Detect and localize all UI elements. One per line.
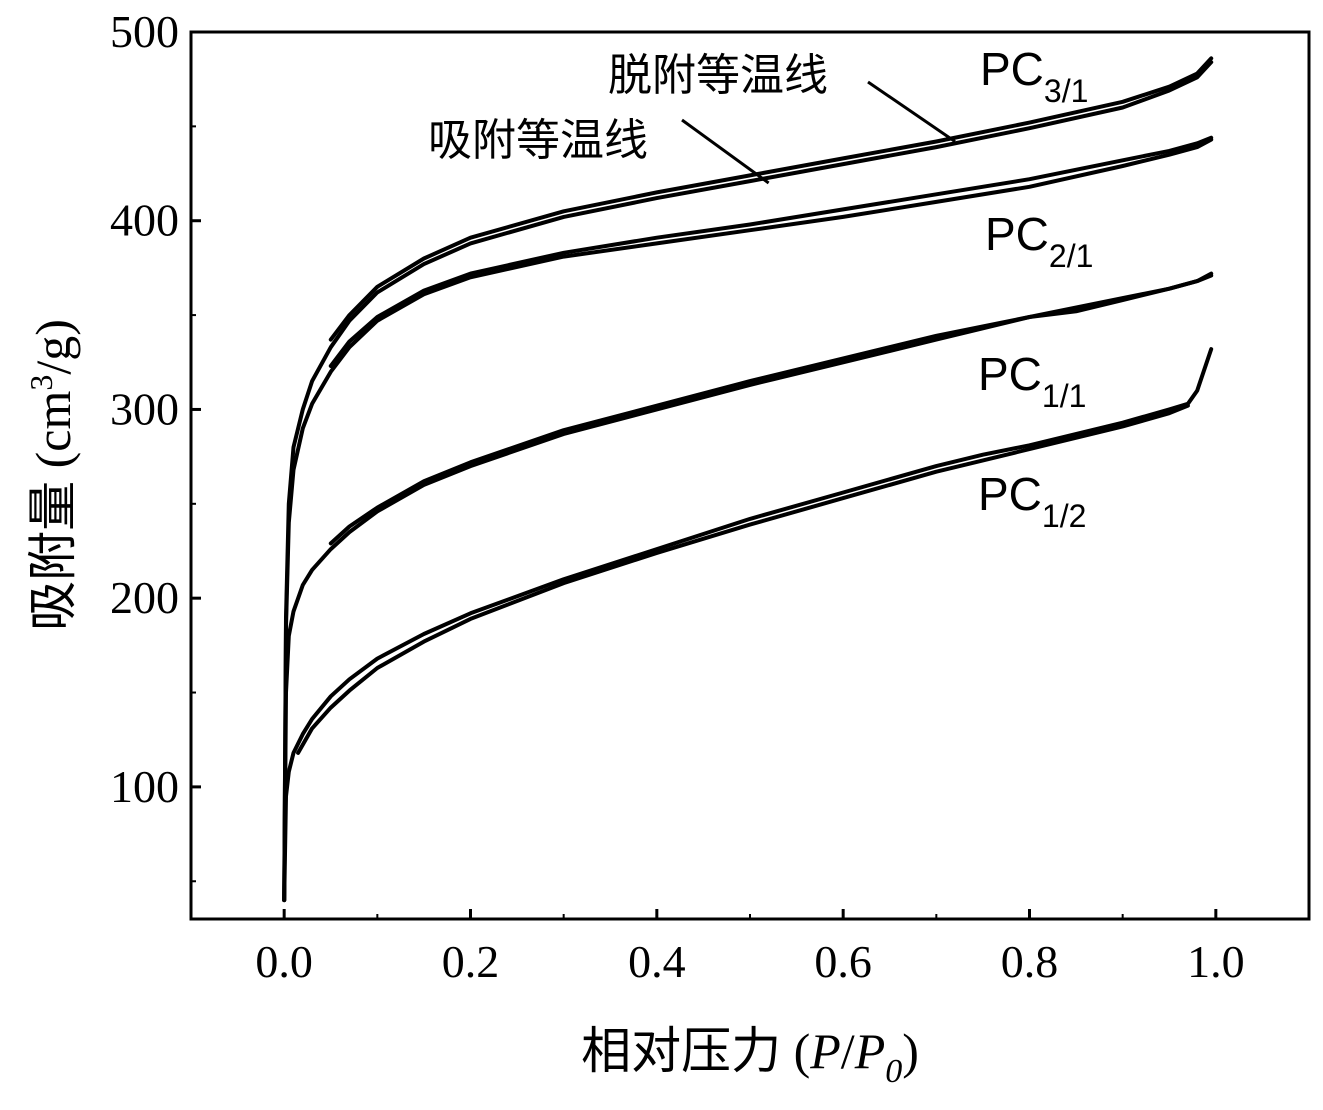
sample-label-pc3-1: PC3/1 — [980, 43, 1088, 109]
annotation-desorption-label: 脱附等温线 — [608, 51, 828, 100]
y-tick-label: 200 — [110, 572, 179, 623]
plot-frame — [191, 32, 1309, 919]
y-tick-label: 100 — [110, 761, 179, 812]
sample-label-pc1-2: PC1/2 — [978, 468, 1086, 534]
y-axis-title: 吸附量 (cm3/g) — [23, 319, 81, 631]
sample-label-pc1-1: PC1/1 — [978, 348, 1086, 414]
x-tick-label: 0.0 — [255, 936, 313, 987]
x-tick-label: 0.6 — [814, 936, 872, 987]
x-tick-label: 1.0 — [1187, 936, 1245, 987]
annotation-adsorption-label: 吸附等温线 — [428, 116, 648, 165]
x-tick-label: 0.8 — [1001, 936, 1059, 987]
y-axis-ticks: 100 200 300 400 500 — [110, 6, 201, 881]
y-tick-label: 300 — [110, 383, 179, 434]
annotation-leader-line — [682, 120, 769, 183]
x-axis-title: 相对压力 (P/P0) — [581, 1023, 919, 1090]
series-2-adsorption-line — [284, 276, 1211, 901]
annotation-leader-line — [868, 82, 955, 141]
y-tick-label: 500 — [110, 6, 179, 57]
x-tick-label: 0.4 — [628, 936, 686, 987]
x-tick-label: 0.2 — [442, 936, 500, 987]
series-3-desorption-line — [298, 406, 1188, 753]
y-tick-label: 400 — [110, 195, 179, 246]
sample-label-pc2-1: PC2/1 — [985, 208, 1093, 274]
series-3-adsorption-line — [284, 349, 1211, 900]
isotherm-curves — [284, 58, 1211, 900]
